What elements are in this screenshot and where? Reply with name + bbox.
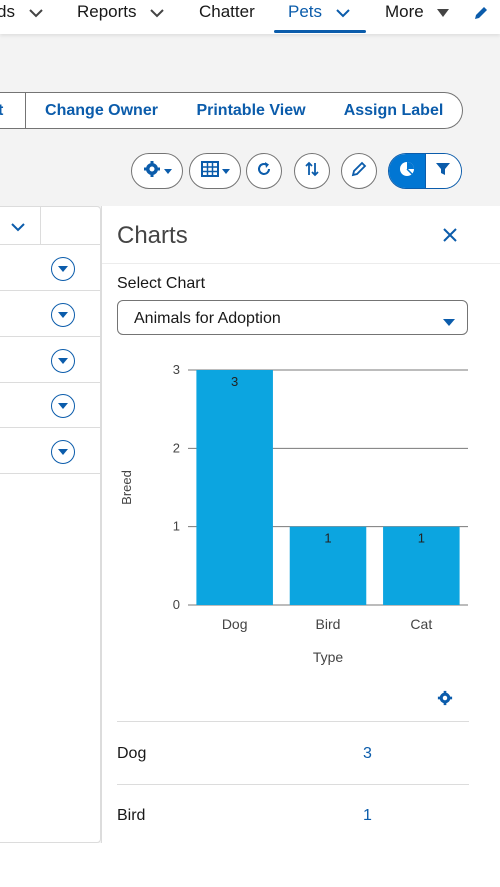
caret-down-icon xyxy=(221,162,230,180)
close-panel-button[interactable] xyxy=(439,224,461,246)
caret-down-icon xyxy=(443,314,455,332)
panel-divider xyxy=(102,263,500,264)
gear-icon xyxy=(437,690,453,706)
table-row xyxy=(0,338,100,383)
sort-icon xyxy=(303,160,321,183)
table-icon xyxy=(200,160,219,182)
caret-down-icon xyxy=(58,312,68,318)
nav-item-chatter[interactable]: Chatter xyxy=(199,2,255,22)
bar xyxy=(383,526,460,605)
nav-item-label: ds xyxy=(0,2,15,21)
close-icon xyxy=(443,228,457,242)
select-chart-dropdown[interactable]: Animals for Adoption xyxy=(117,300,468,335)
x-axis-title: Type xyxy=(313,649,344,665)
refresh-icon xyxy=(255,160,273,183)
y-tick-label: 2 xyxy=(173,440,180,455)
chevron-down-icon[interactable] xyxy=(335,3,351,23)
show-chart-button[interactable] xyxy=(389,154,425,188)
caret-down-icon xyxy=(436,3,450,23)
y-tick-label: 3 xyxy=(173,362,180,377)
partial-action-button[interactable]: t xyxy=(0,92,26,129)
partial-action-label: t xyxy=(0,101,4,119)
y-tick-label: 1 xyxy=(173,519,180,534)
panel-title: Charts xyxy=(117,222,188,249)
y-axis-title: Breed xyxy=(119,470,134,505)
summary-value-bird: 1 xyxy=(363,807,372,824)
edit-nav-pencil-icon[interactable] xyxy=(472,4,490,27)
gear-icon xyxy=(143,160,161,183)
charts-panel: Charts Select Chart Animals for Adoption… xyxy=(101,206,500,843)
table-row xyxy=(0,383,100,428)
display-as-button[interactable] xyxy=(189,153,241,189)
caret-down-icon xyxy=(58,449,68,455)
change-owner-label: Change Owner xyxy=(45,101,158,119)
printable-view-button[interactable]: Printable View xyxy=(177,92,326,129)
chevron-down-icon[interactable] xyxy=(10,219,26,237)
caret-down-icon xyxy=(58,403,68,409)
filter-button[interactable] xyxy=(424,154,461,188)
nav-item-reports[interactable]: Reports xyxy=(77,2,165,23)
chevron-down-icon[interactable] xyxy=(149,3,165,23)
summary-label-dog: Dog xyxy=(117,745,147,762)
summary-divider xyxy=(117,784,469,785)
sort-button[interactable] xyxy=(294,153,330,189)
nav-item-label: More xyxy=(385,2,424,21)
table-row xyxy=(0,429,100,474)
table-row xyxy=(0,292,100,337)
row-actions-button[interactable] xyxy=(51,257,75,281)
chart-filter-toggle-group xyxy=(388,153,462,189)
assign-label-button[interactable]: Assign Label xyxy=(325,92,463,129)
caret-down-icon xyxy=(163,162,172,180)
refresh-button[interactable] xyxy=(246,153,282,189)
data-label: 1 xyxy=(418,531,425,546)
filter-icon xyxy=(435,161,451,182)
table-header xyxy=(0,207,100,245)
caret-down-icon xyxy=(58,266,68,272)
select-chart-label: Select Chart xyxy=(117,275,206,292)
row-actions-button[interactable] xyxy=(51,394,75,418)
edit-button[interactable] xyxy=(341,153,377,189)
active-tab-indicator xyxy=(274,30,366,33)
x-tick-label: Dog xyxy=(222,616,248,632)
caret-down-icon xyxy=(58,358,68,364)
y-tick-label: 0 xyxy=(173,597,180,612)
chart-icon xyxy=(398,160,416,183)
x-tick-label: Cat xyxy=(410,616,432,632)
bar xyxy=(289,526,367,605)
change-owner-button[interactable]: Change Owner xyxy=(25,92,178,129)
top-nav: ds Reports Chatter Pets More xyxy=(0,0,500,34)
nav-item-more[interactable]: More xyxy=(385,2,450,23)
select-chart-value: Animals for Adoption xyxy=(134,310,281,327)
report-table xyxy=(0,206,101,843)
printable-view-label: Printable View xyxy=(196,101,306,119)
table-row xyxy=(0,246,100,291)
pencil-icon xyxy=(351,161,367,182)
summary-value-dog: 3 xyxy=(363,745,372,762)
summary-divider xyxy=(117,721,469,722)
bar-chart: 0 1 2 3 3 Dog 1 Bird 1 Cat Type Breed xyxy=(119,362,468,665)
chevron-down-icon[interactable] xyxy=(28,3,44,23)
chart-settings-button[interactable] xyxy=(435,688,455,708)
nav-item-label: Reports xyxy=(77,2,137,21)
row-actions-button[interactable] xyxy=(51,349,75,373)
nav-item-label: Pets xyxy=(288,2,323,21)
nav-item-partial[interactable]: ds xyxy=(0,2,44,23)
row-actions-button[interactable] xyxy=(51,440,75,464)
summary-label-bird: Bird xyxy=(117,807,146,824)
bottom-bar xyxy=(0,843,500,887)
row-actions-button[interactable] xyxy=(51,303,75,327)
nav-item-label: Chatter xyxy=(199,2,255,21)
bar xyxy=(196,370,273,605)
settings-menu-button[interactable] xyxy=(131,153,183,189)
column-divider xyxy=(40,207,41,245)
x-tick-label: Bird xyxy=(316,616,341,632)
assign-label-label: Assign Label xyxy=(343,101,444,119)
data-label: 3 xyxy=(231,374,238,389)
data-label: 1 xyxy=(324,531,331,546)
nav-item-pets[interactable]: Pets xyxy=(288,2,351,23)
